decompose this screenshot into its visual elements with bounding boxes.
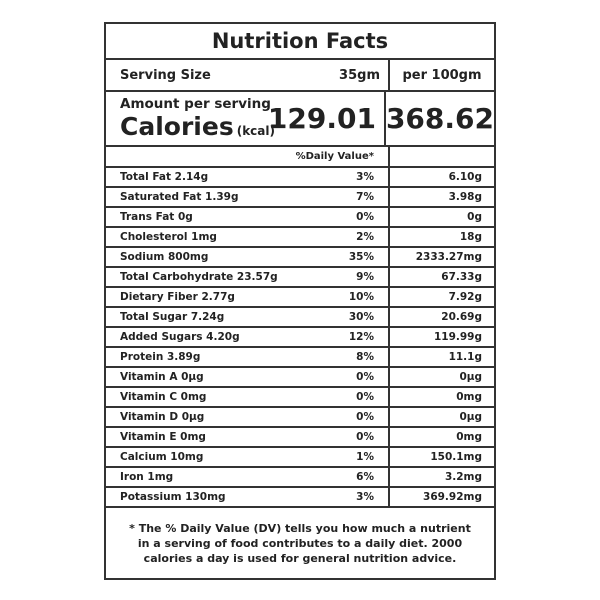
nutrient-daily-value: 30% <box>348 311 374 323</box>
nutrient-row: Protein 3.89g 8% 11.1g <box>106 348 494 368</box>
nutrient-row: Sodium 800mg 35% 2333.27mg <box>106 248 494 268</box>
nutrient-per-100g: 0g <box>467 211 482 223</box>
nutrient-name: Total Fat 2.14g <box>120 171 209 183</box>
nutrient-per-100g: 7.92g <box>448 291 482 303</box>
nutrient-name: Vitamin C 0mg <box>120 391 207 403</box>
serving-size-row: Serving Size 35gm per 100gm <box>106 60 494 92</box>
nutrient-name: Total Carbohydrate 23.57g <box>120 271 278 283</box>
nutrient-name: Dietary Fiber 2.77g <box>120 291 235 303</box>
nutrient-daily-value: 3% <box>356 171 374 183</box>
nutrient-name: Calcium 10mg <box>120 451 204 463</box>
per-100g-header: per 100gm <box>402 67 482 83</box>
nutrient-row: Vitamin E 0mg 0% 0mg <box>106 428 494 448</box>
nutrient-row: Calcium 10mg 1% 150.1mg <box>106 448 494 468</box>
nutrient-daily-value: 0% <box>356 211 374 223</box>
nutrient-row: Total Fat 2.14g 3% 6.10g <box>106 168 494 188</box>
nutrient-name: Vitamin A 0µg <box>120 371 204 383</box>
nutrient-row: Trans Fat 0g 0% 0g <box>106 208 494 228</box>
nutrient-name: Total Sugar 7.24g <box>120 311 225 323</box>
nutrient-per-100g: 6.10g <box>448 171 482 183</box>
nutrient-row: Total Sugar 7.24g 30% 20.69g <box>106 308 494 328</box>
nutrient-per-100g: 0µg <box>459 371 482 383</box>
nutrient-name: Sodium 800mg <box>120 251 209 263</box>
nutrient-row: Cholesterol 1mg 2% 18g <box>106 228 494 248</box>
nutrient-per-100g: 3.98g <box>448 191 482 203</box>
serving-size-label: Serving Size <box>120 67 211 83</box>
nutrition-facts-label: Nutrition Facts Serving Size 35gm per 100… <box>104 22 496 580</box>
nutrient-list: Total Fat 2.14g 3% 6.10g Saturated Fat 1.39… <box>106 168 494 508</box>
nutrient-row: Saturated Fat 1.39g 7% 3.98g <box>106 188 494 208</box>
nutrient-row: Vitamin C 0mg 0% 0mg <box>106 388 494 408</box>
nutrient-name: Vitamin D 0µg <box>120 411 205 423</box>
nutrient-per-100g: 0mg <box>456 431 482 443</box>
nutrient-per-100g: 0µg <box>459 411 482 423</box>
nutrient-daily-value: 0% <box>356 431 374 443</box>
nutrient-daily-value: 3% <box>356 491 374 503</box>
nutrient-per-100g: 18g <box>459 231 482 243</box>
label-title: Nutrition Facts <box>106 24 494 60</box>
nutrient-name: Protein 3.89g <box>120 351 201 363</box>
nutrient-daily-value: 8% <box>356 351 374 363</box>
nutrient-daily-value: 7% <box>356 191 374 203</box>
nutrient-daily-value: 0% <box>356 371 374 383</box>
daily-value-header: %Daily Value* <box>295 151 374 162</box>
calories-row: Amount per serving Calories (kcal) 129.01… <box>106 92 494 147</box>
nutrient-daily-value: 9% <box>356 271 374 283</box>
nutrient-name: Saturated Fat 1.39g <box>120 191 239 203</box>
calories-unit: (kcal) <box>236 124 275 138</box>
nutrient-name: Trans Fat 0g <box>120 211 193 223</box>
nutrient-per-100g: 20.69g <box>441 311 482 323</box>
calories-per-100g: 368.62 <box>385 102 494 135</box>
nutrient-name: Cholesterol 1mg <box>120 231 217 243</box>
calories-label: Calories <box>120 112 234 141</box>
nutrient-daily-value: 10% <box>348 291 374 303</box>
nutrient-per-100g: 2333.27mg <box>415 251 482 263</box>
nutrient-daily-value: 0% <box>356 411 374 423</box>
nutrient-daily-value: 6% <box>356 471 374 483</box>
nutrient-per-100g: 3.2mg <box>444 471 482 483</box>
nutrient-per-100g: 119.99g <box>433 331 482 343</box>
nutrient-row: Potassium 130mg 3% 369.92mg <box>106 488 494 508</box>
daily-value-header-row: %Daily Value* <box>106 147 494 168</box>
nutrient-daily-value: 2% <box>356 231 374 243</box>
amount-per-serving-label: Amount per serving <box>120 96 271 112</box>
nutrient-row: Total Carbohydrate 23.57g 9% 67.33g <box>106 268 494 288</box>
nutrient-daily-value: 35% <box>348 251 374 263</box>
nutrient-row: Vitamin A 0µg 0% 0µg <box>106 368 494 388</box>
calories-per-serving: 129.01 <box>267 102 376 135</box>
nutrient-per-100g: 369.92mg <box>423 491 482 503</box>
nutrient-row: Dietary Fiber 2.77g 10% 7.92g <box>106 288 494 308</box>
footnote: * The % Daily Value (DV) tells you how m… <box>129 521 471 565</box>
nutrient-name: Vitamin E 0mg <box>120 431 206 443</box>
nutrient-daily-value: 0% <box>356 391 374 403</box>
nutrient-name: Potassium 130mg <box>120 491 226 503</box>
nutrient-row: Iron 1mg 6% 3.2mg <box>106 468 494 488</box>
nutrient-name: Iron 1mg <box>120 471 174 483</box>
nutrient-per-100g: 67.33g <box>441 271 482 283</box>
nutrient-per-100g: 150.1mg <box>430 451 482 463</box>
nutrient-row: Vitamin D 0µg 0% 0µg <box>106 408 494 428</box>
nutrient-daily-value: 12% <box>348 331 374 343</box>
nutrient-row: Added Sugars 4.20g 12% 119.99g <box>106 328 494 348</box>
nutrient-name: Added Sugars 4.20g <box>120 331 240 343</box>
nutrient-per-100g: 0mg <box>456 391 482 403</box>
nutrient-per-100g: 11.1g <box>448 351 482 363</box>
nutrient-daily-value: 1% <box>356 451 374 463</box>
serving-size-value: 35gm <box>339 67 380 83</box>
